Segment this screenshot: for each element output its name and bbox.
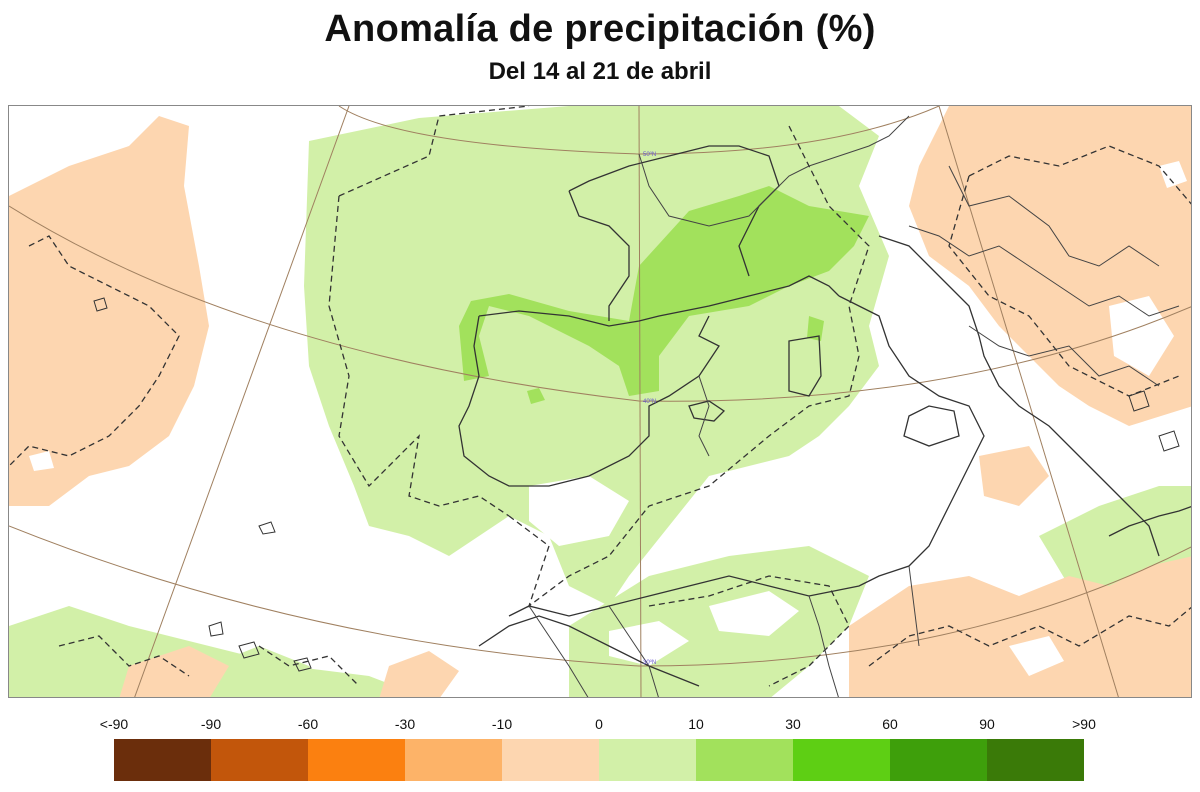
legend-label: 30 [785,716,801,732]
legend-swatch [308,739,405,781]
anomaly-medium-green-areas [459,186,869,404]
legend-swatch [114,739,211,781]
legend-color-bar [114,739,1084,781]
lat-label-40: 40ºN [643,398,656,405]
island-outlines [93,297,1180,672]
legend-label: -60 [297,716,319,732]
white-holes [29,161,1187,676]
color-legend: <-90 -90 -60 -30 -10 0 10 30 60 90 >90 [100,712,1096,784]
legend-swatch [793,739,890,781]
legend-label: 90 [979,716,995,732]
lat-label-30: 30ºN [643,659,656,666]
country-borders [528,115,1180,697]
legend-label: -10 [491,716,513,732]
coastlines [458,145,1191,687]
legend-swatch [405,739,502,781]
legend-swatch [696,739,793,781]
legend-label: <-90 [99,716,129,732]
no-anomaly-areas [449,476,799,676]
legend-swatch [599,739,696,781]
lat-label-50: 50ºN [643,151,656,158]
legend-labels: <-90 -90 -60 -30 -10 0 10 30 60 90 >90 [100,712,1096,736]
legend-label: -30 [394,716,416,732]
legend-swatch [987,739,1084,781]
graticule [9,106,1191,697]
legend-swatch [502,739,599,781]
legend-swatch [211,739,308,781]
legend-label: 0 [595,716,603,732]
map-subtitle: Del 14 al 21 de abril [488,58,712,85]
anomaly-map: 50ºN 40ºN 30ºN [8,105,1192,698]
legend-swatch [890,739,987,781]
legend-label: -90 [200,716,222,732]
legend-label: >90 [1072,716,1096,732]
map-canvas: 50ºN 40ºN 30ºN [9,106,1191,697]
legend-label: 10 [688,716,704,732]
map-title: Anomalía de precipitación (%) [324,8,876,50]
legend-label: 60 [882,716,898,732]
